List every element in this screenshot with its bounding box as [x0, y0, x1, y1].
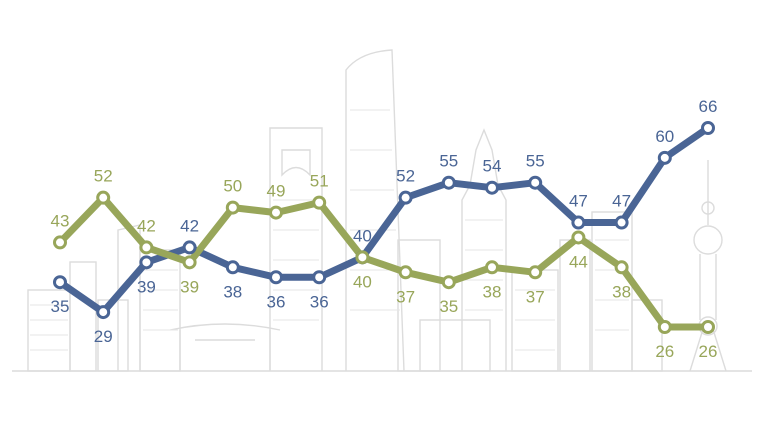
series-1-data-label: 39: [137, 277, 156, 296]
series-2-point: [225, 200, 240, 215]
building-outline: [117, 224, 141, 371]
series-2-data-label: 39: [180, 277, 199, 296]
series-1-data-label: 55: [526, 152, 545, 171]
series-1-point: [701, 121, 715, 135]
series-1-data-label: 38: [223, 282, 242, 301]
data-labels: 35 29 39 42 38 36 36 40 52 55 54 55 47 47 60 66 43 52 42 39…: [51, 97, 718, 361]
series-2-data-label: 26: [699, 342, 718, 361]
building-outline: [419, 319, 491, 372]
series-2-point: [96, 190, 111, 205]
series-1-point: [398, 190, 413, 205]
series-1-point: [485, 180, 499, 195]
series-1-data-label: 47: [569, 192, 588, 211]
series-2-point: [398, 265, 413, 280]
series-1-point: [139, 255, 154, 270]
series-1-point: [657, 150, 672, 165]
series-2-point: [485, 260, 499, 275]
series-1-point: [614, 215, 629, 230]
series-1-point: [441, 175, 456, 190]
building-outline: [591, 211, 633, 372]
series-1-data-label: 47: [612, 192, 631, 211]
series-2-point: [441, 275, 456, 290]
pavilion-outline: [169, 323, 281, 371]
building-outline: [69, 261, 97, 372]
series-points: [53, 121, 715, 334]
series-2-point: [571, 230, 586, 245]
series-2-point: [657, 320, 672, 334]
series-2-data-label: 52: [94, 167, 113, 186]
series-2-data-label: 37: [396, 287, 415, 306]
series-1-point: [571, 215, 586, 230]
series-1-point: [269, 270, 283, 285]
tower-outline: [461, 128, 507, 371]
series-1-point: [312, 270, 327, 285]
series-2-data-label: 37: [526, 287, 545, 306]
building-outline: [397, 239, 441, 372]
series-1-point: [53, 275, 67, 290]
series-2-data-label: 43: [51, 211, 70, 230]
series-2-point: [139, 240, 154, 255]
series-1-data-label: 29: [94, 327, 113, 346]
series-2-data-label: 35: [439, 297, 458, 316]
series-2-point: [614, 260, 629, 275]
series-1-data-label: 36: [267, 292, 286, 311]
series-2-data-label: 40: [353, 272, 372, 291]
tower-outline: [269, 127, 323, 371]
series-2-line: [56, 194, 712, 331]
series-2-point: [269, 205, 283, 220]
series-2-point: [355, 250, 370, 265]
series-1-data-label: 60: [655, 127, 674, 146]
series-2-data-label: 38: [483, 282, 502, 301]
series-1-data-label: 35: [51, 297, 70, 316]
tower-sphere: [701, 201, 715, 215]
tower-outline: [689, 254, 727, 372]
series-1-data-label: 55: [439, 152, 458, 171]
window-hatching: [30, 109, 629, 351]
series-2-data-label: 51: [310, 172, 329, 191]
series-2-data-label: 49: [267, 182, 286, 201]
series-1-point: [225, 260, 240, 275]
series-2-point: [312, 195, 327, 210]
series-2-data-label: 42: [137, 216, 156, 235]
tower-sphere: [693, 225, 723, 255]
series-2-point: [53, 235, 67, 250]
series-1-data-label: 40: [353, 226, 372, 245]
series-1-point: [528, 175, 543, 190]
series-1-data-label: 52: [396, 167, 415, 186]
series-1-data-label: 66: [699, 97, 718, 116]
series-1-data-label: 36: [310, 292, 329, 311]
series-2-data-label: 50: [223, 177, 242, 196]
tower-outline: [345, 49, 405, 372]
series-lines: [56, 124, 712, 331]
series-2-data-label: 26: [655, 342, 674, 361]
series-1-point: [96, 305, 111, 320]
series-1-data-label: 54: [483, 157, 502, 176]
series-1-point: [182, 240, 197, 255]
skyline-background: [12, 49, 752, 372]
series-2-point: [182, 255, 197, 270]
series-1-line: [56, 124, 712, 316]
series-2-data-label: 38: [612, 282, 631, 301]
series-2-data-label: 44: [569, 252, 588, 271]
series-2-point: [701, 320, 715, 334]
series-2-point: [528, 265, 543, 280]
series-1-data-label: 42: [180, 216, 199, 235]
